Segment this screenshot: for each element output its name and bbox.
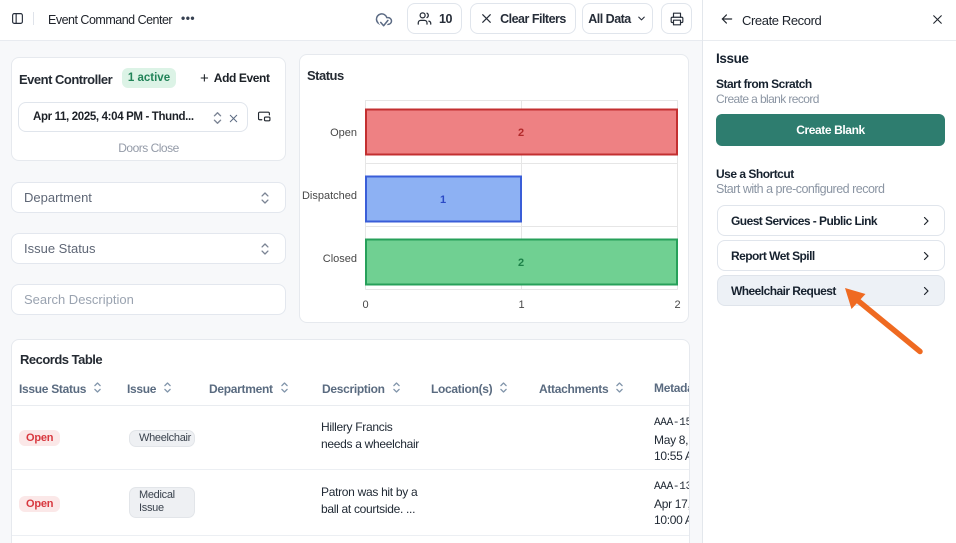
svg-text:2: 2 bbox=[674, 299, 680, 311]
svg-text:1: 1 bbox=[440, 194, 446, 206]
svg-text:Open: Open bbox=[330, 127, 357, 139]
svg-text:1: 1 bbox=[518, 299, 524, 311]
svg-text:2: 2 bbox=[518, 127, 524, 139]
svg-text:0: 0 bbox=[362, 299, 368, 311]
svg-text:2: 2 bbox=[518, 257, 524, 269]
svg-text:Dispatched: Dispatched bbox=[302, 190, 357, 202]
svg-text:Closed: Closed bbox=[323, 253, 357, 265]
